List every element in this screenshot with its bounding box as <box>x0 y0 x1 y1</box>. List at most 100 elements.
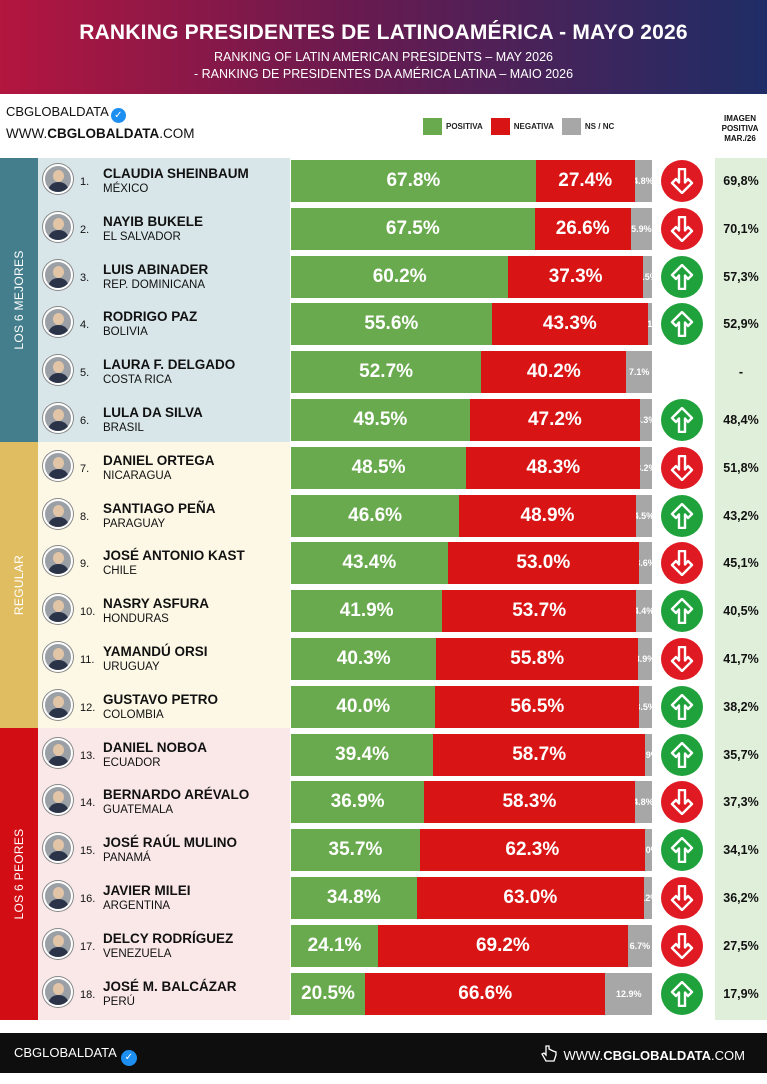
previous-image-value: - <box>738 365 744 380</box>
bar-positive: 49.5% <box>291 399 470 441</box>
country-name: ARGENTINA <box>103 900 171 912</box>
country-name: COSTA RICA <box>103 374 172 387</box>
bar-ns: 4.8% <box>634 781 652 824</box>
image-column-line3: MAR./26 <box>724 134 756 143</box>
previous-image-value: 35,7% <box>723 747 759 762</box>
stacked-bar: 40.0%56.5%3.5% <box>291 685 652 728</box>
subtitle-portuguese: - RANKING DE PRESIDENTES DA AMÉRICA LATI… <box>193 67 574 81</box>
president-name: CLAUDIA SHEINBAUM <box>103 166 249 181</box>
arrow-up-icon <box>661 303 703 346</box>
president-avatar <box>43 689 73 720</box>
previous-image-value: 51,8% <box>723 460 759 475</box>
country-name: CHILE <box>103 565 137 578</box>
bar-negative: 53.7% <box>442 590 637 633</box>
bar-ns: 2.0% <box>644 829 652 872</box>
table-row: 14. BERNARDO ARÉVALO GUATEMALA 36.9% 58.3% 4.… <box>0 779 767 826</box>
president-avatar <box>43 211 73 242</box>
arrow-down-icon <box>661 924 703 967</box>
legend-ns-swatch <box>561 118 581 135</box>
site-suffix: .COM <box>159 126 195 141</box>
president-name: NASRY ASFURA <box>103 596 210 612</box>
country-name: HONDURAS <box>103 613 169 626</box>
previous-image-value: 37,3% <box>723 795 759 810</box>
previous-image-value: 70,1% <box>723 221 759 236</box>
table-row: 15.JOSÉ RAÚL MULINOPANAMÁ35.7%62.3%2.0%3… <box>0 827 767 874</box>
arrow-up-icon <box>661 829 703 872</box>
president-avatar <box>43 833 73 864</box>
image-column-line1: IMAGEN <box>724 114 756 123</box>
brand-name: CBGLOBALDATA ✓ <box>6 104 126 123</box>
country-name: VENEZUELA <box>103 947 172 960</box>
bar-ns: 3.9% <box>637 638 652 680</box>
bar-ns: 1.1% <box>648 303 652 346</box>
bar-negative: 48.9% <box>459 494 636 537</box>
bar-ns: 12.9% <box>605 972 652 1015</box>
legend-negative: NEGATIVA <box>490 118 554 135</box>
president-avatar <box>43 259 73 290</box>
table-row: 16. JAVIER MILEI ARGENTINA 34.8%63.0%2.2% 36… <box>0 875 767 922</box>
country-name: PANAMÁ <box>103 852 151 865</box>
previous-image-value: 34,1% <box>723 843 759 858</box>
page-title: RANKING PRESIDENTES DE LATINOAMÉRICA - M… <box>79 21 688 44</box>
country-name: ECUADOR <box>103 756 161 769</box>
zone-best <box>38 158 290 442</box>
rank-number: 1. <box>80 176 90 188</box>
site-bold: CBGLOBALDATA <box>47 126 160 141</box>
president-avatar <box>43 546 73 577</box>
president-name: LAURA F. DELGADO <box>103 357 236 373</box>
table-row: 17. DELCY RODRÍGUEZ VENEZUELA 24.1% 69.2% 6.7… <box>0 923 767 970</box>
legend-ns-label: NS / NC <box>584 122 615 131</box>
brand-site-link[interactable]: WWW.CBGLOBALDATA.COM <box>6 126 194 141</box>
president-name: GUSTAVO PETRO <box>103 691 219 707</box>
stacked-bar: 46.6%48.9%4.5% <box>291 494 652 537</box>
rank-number: 18. <box>80 988 96 1001</box>
bar-positive: 48.5% <box>291 446 467 489</box>
president-name: SANTIAGO PEÑA <box>103 500 216 516</box>
president-name: JOSÉ M. BALCÁZAR <box>103 978 237 994</box>
footer-brand: CBGLOBALDATA ✓ <box>14 1045 137 1066</box>
footer: CBGLOBALDATA ✓ WWW.CBGLOBALDATA.COM <box>0 1033 767 1073</box>
bar-negative: 58.7% <box>433 733 646 776</box>
rank-number: 14. <box>80 797 96 810</box>
rank-number: 10. <box>80 606 96 619</box>
bar-positive: 35.7% <box>291 829 420 872</box>
table-row: 18. JOSÉ M. BALCÁZAR PERÚ 20.5% 66.6% 12.9% 17… <box>0 971 767 1018</box>
verified-icon: ✓ <box>120 1050 137 1066</box>
previous-image-value: 43,2% <box>723 508 759 523</box>
table-row: 11. YAMANDÚ ORSI URUGUAY 40.3%55.8%3.9% 41,7… <box>0 636 767 683</box>
country-name: NICARAGUA <box>103 469 172 482</box>
bar-negative: 55.8% <box>436 638 638 680</box>
president-avatar <box>43 642 73 672</box>
legend-ns: NS / NC <box>561 118 615 135</box>
header-banner: RANKING PRESIDENTES DE LATINOAMÉRICA - M… <box>0 0 767 94</box>
president-avatar <box>43 164 73 194</box>
bar-negative: 27.4% <box>535 160 635 202</box>
country-name: EL SALVADOR <box>103 230 181 243</box>
bar-ns: 7.1% <box>626 351 652 394</box>
bar-ns: 6.7% <box>627 924 652 967</box>
arrow-down-icon <box>661 446 703 489</box>
arrow-down-icon <box>661 638 703 680</box>
footer-site-prefix: WWW. <box>563 1048 604 1063</box>
rank-number: 15. <box>80 845 96 858</box>
bar-ns: 4.4% <box>636 590 652 633</box>
site-prefix: WWW. <box>6 126 48 141</box>
rank-number: 9. <box>80 558 90 571</box>
bar-ns: 3.5% <box>639 685 652 728</box>
president-avatar <box>43 928 73 959</box>
stacked-bar: 52.7% 40.2% 7.1% <box>291 351 652 394</box>
footer-site-link[interactable]: WWW.CBGLOBALDATA.COM <box>541 1045 745 1063</box>
previous-image-value: 41,7% <box>723 652 759 666</box>
country-name: URUGUAY <box>103 661 160 673</box>
country-name: PARAGUAY <box>103 517 166 530</box>
bar-negative: 40.2% <box>481 351 627 394</box>
rank-number: 4. <box>80 319 90 332</box>
legend-positive-swatch <box>423 118 442 135</box>
stacked-bar: 41.9%53.7%4.4% <box>291 590 652 633</box>
bar-ns: 4.5% <box>635 494 652 537</box>
president-name: DANIEL ORTEGA <box>103 452 215 468</box>
